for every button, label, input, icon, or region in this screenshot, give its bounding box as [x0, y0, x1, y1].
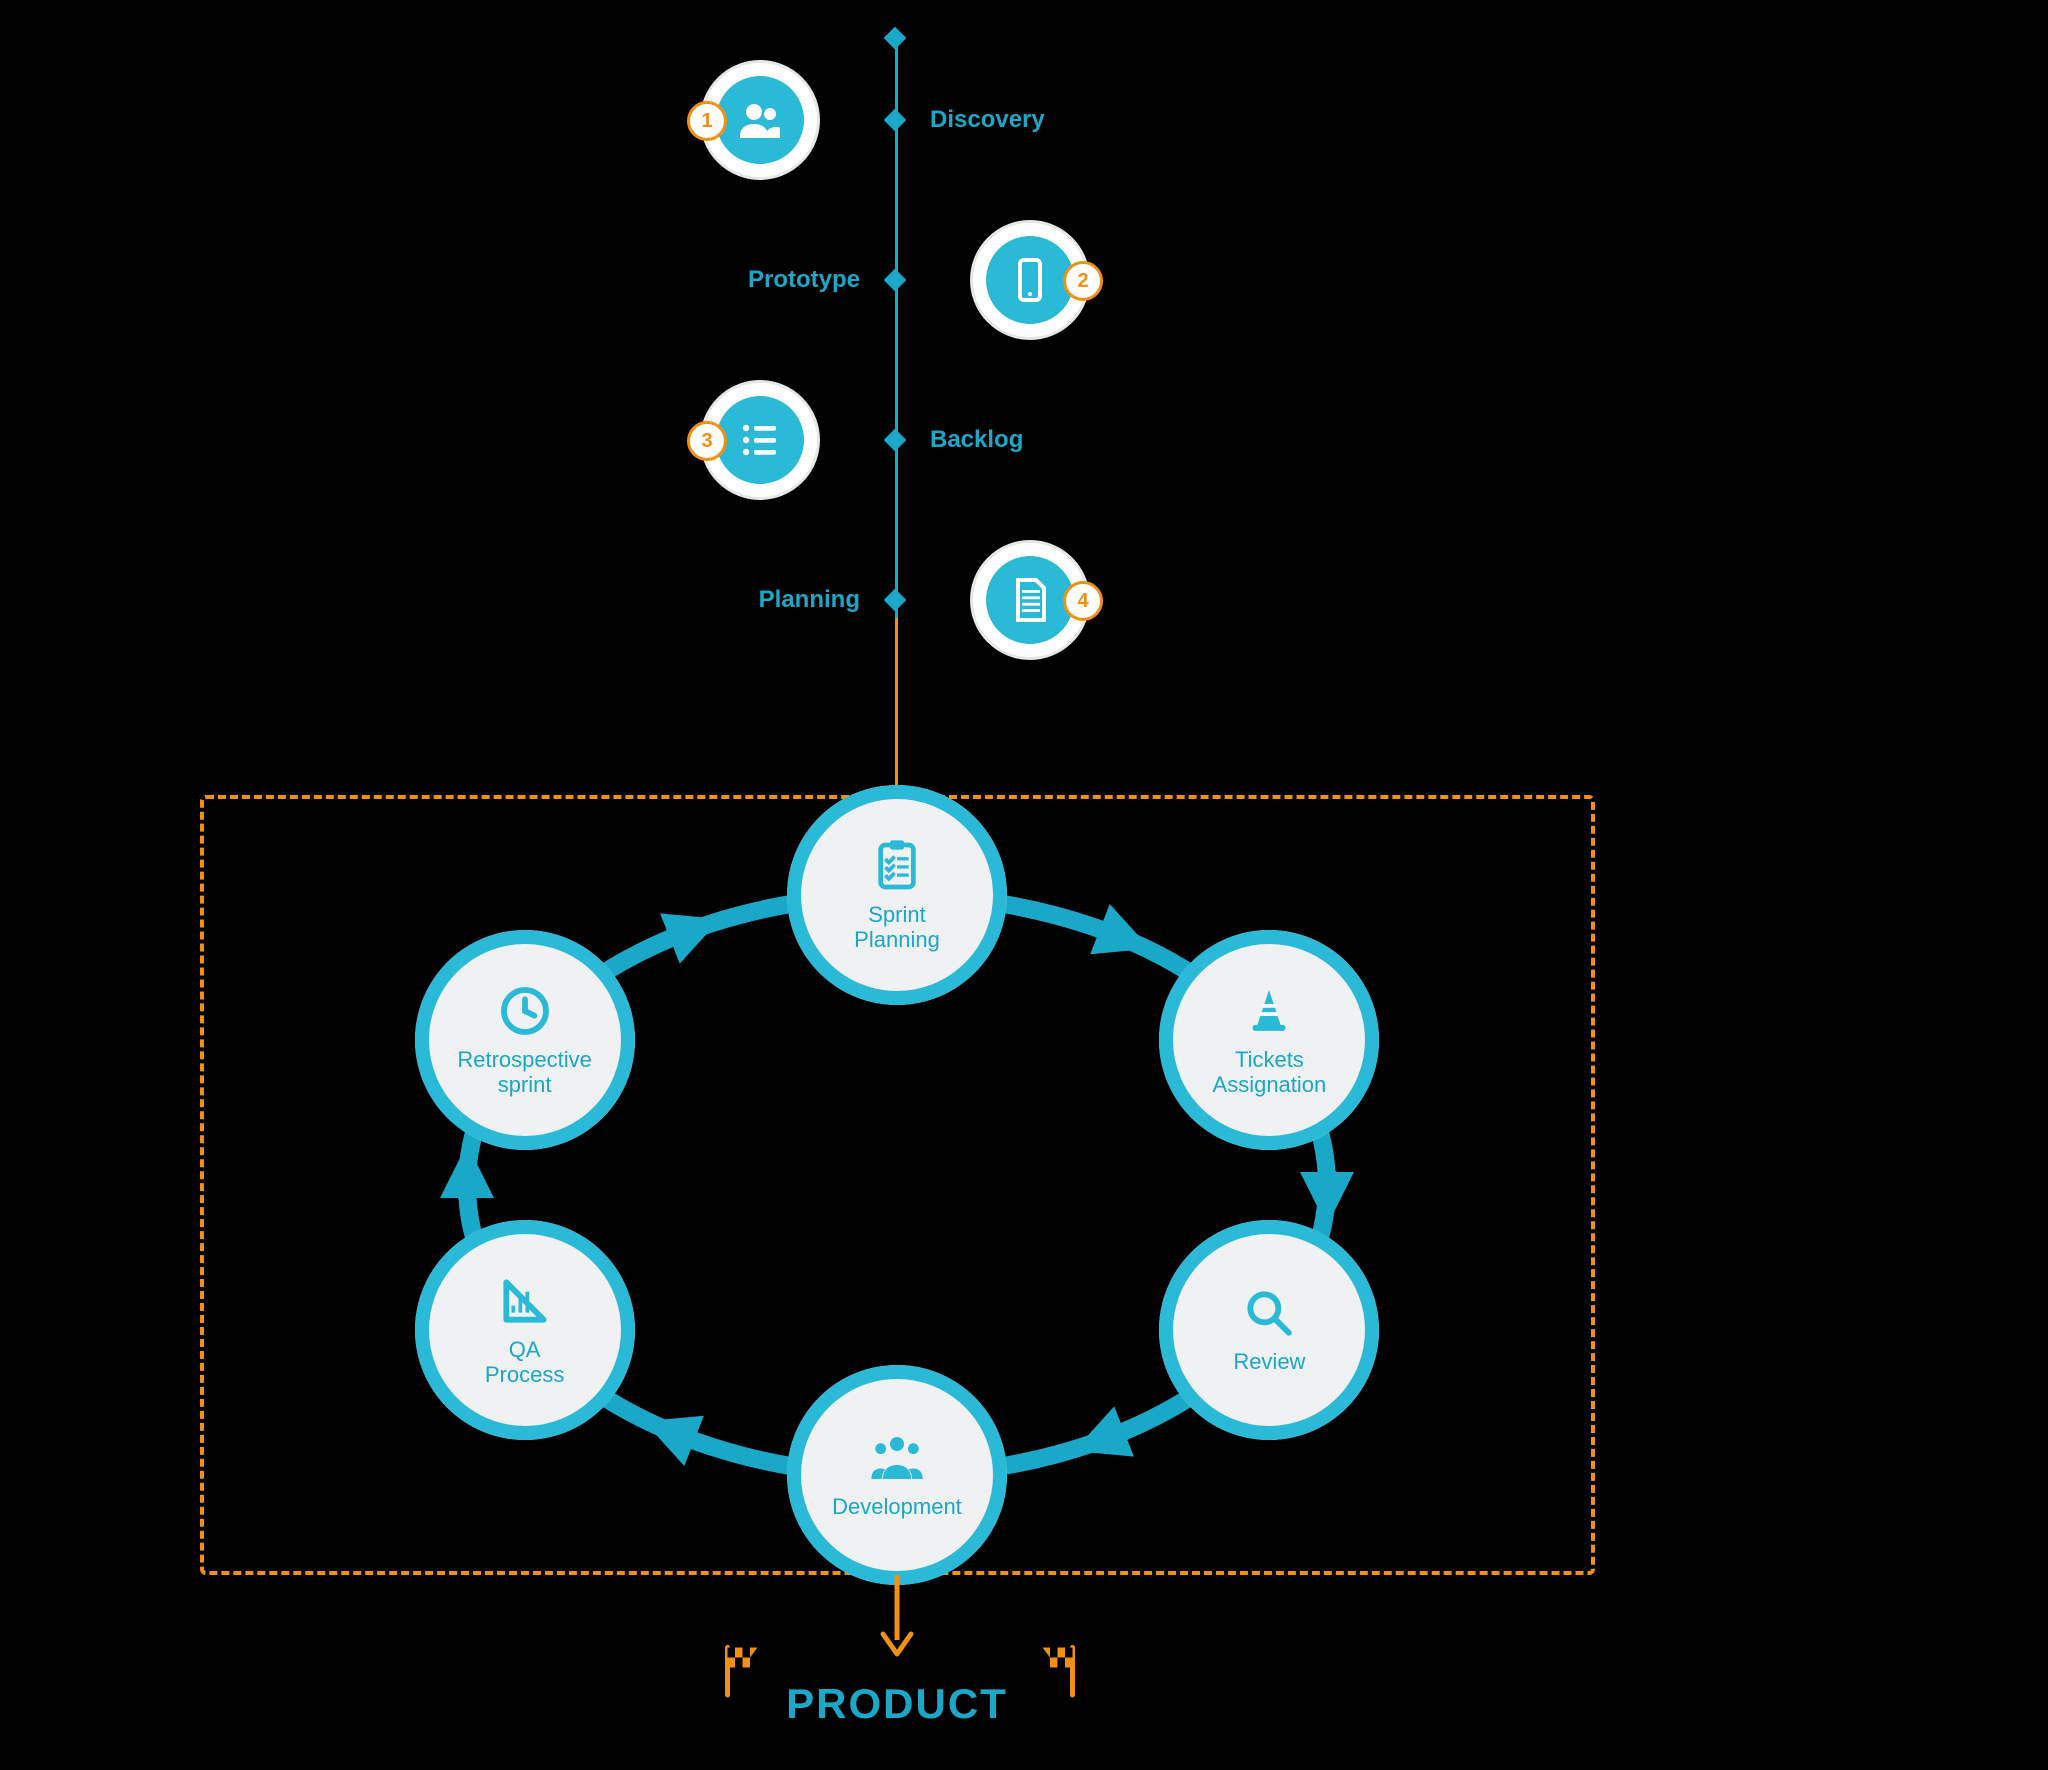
cycle-node-4: Development: [787, 1365, 1007, 1585]
phone-icon: [1006, 256, 1054, 304]
timeline-label-3: Backlog: [930, 426, 1023, 454]
step-badge-4: 4: [1063, 581, 1103, 621]
list-icon: [736, 416, 784, 464]
finish-flag-right-icon: [1025, 1640, 1085, 1700]
cycle-node-5: QAProcess: [415, 1220, 635, 1440]
timeline-label-4: Planning: [759, 586, 860, 614]
timeline-diamond-4: [884, 589, 907, 612]
cycle-node-6: Retrospectivesprint: [415, 930, 635, 1150]
timeline-label-2: Prototype: [748, 266, 860, 294]
doc-icon: [1006, 576, 1054, 624]
people-icon: [736, 96, 784, 144]
cycle-node-3: Review: [1159, 1220, 1379, 1440]
step-badge-3: 3: [687, 421, 727, 461]
timeline-step-2: 2: [970, 220, 1090, 340]
timeline-step-4: 4: [970, 540, 1090, 660]
step-badge-2: 2: [1063, 261, 1103, 301]
timeline-step-1: 1: [700, 60, 820, 180]
step-badge-1: 1: [687, 101, 727, 141]
cycle-node-1: SprintPlanning: [787, 785, 1007, 1005]
timeline-label-1: Discovery: [930, 106, 1045, 134]
timeline-diamond-2: [884, 269, 907, 292]
timeline-diamond-1: [884, 109, 907, 132]
timeline-step-3: 3: [700, 380, 820, 500]
finish-flag-left-icon: [715, 1640, 775, 1700]
cycle-node-2: TicketsAssignation: [1159, 930, 1379, 1150]
product-label: PRODUCT: [777, 1680, 1017, 1728]
timeline-line-lower: [895, 618, 898, 795]
timeline-diamond-3: [884, 429, 907, 452]
